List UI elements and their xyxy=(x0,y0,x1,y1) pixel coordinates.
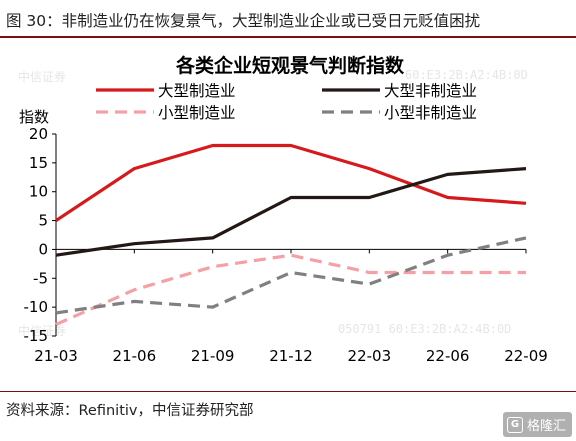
y-tick-label: -10 xyxy=(24,298,49,316)
figure-header: 图 30：非制造业仍在恢复景气，大型制造业企业或已受日元贬值困扰 xyxy=(0,0,576,38)
chart-axes: -15 -10 -5 0 5 10 15 20 21-03 21-06 21-09 21-12 22-0… xyxy=(24,125,548,365)
watermark-top-right: 60:E3:2B:A2:4B:0D xyxy=(405,68,528,82)
x-tick-label: 22-06 xyxy=(426,347,470,365)
y-tick-label: 20 xyxy=(29,125,48,143)
x-tick-label: 21-09 xyxy=(191,347,235,365)
figure-caption: 图 30：非制造业仍在恢复景气，大型制造业企业或已受日元贬值困扰 xyxy=(6,12,481,30)
x-tick-label: 21-12 xyxy=(269,347,313,365)
source-note: 资料来源：Refinitiv，中信证券研究部 xyxy=(6,403,254,419)
watermark-top-left: 中信证券 xyxy=(18,70,67,84)
y-tick-label: 5 xyxy=(38,212,48,230)
watermark-bottom-left: 中信证券 xyxy=(18,324,67,338)
series-line-3 xyxy=(55,253,526,326)
y-tick-label: -15 xyxy=(24,327,49,345)
y-axis-label: 指数 xyxy=(19,108,49,126)
series-line-4 xyxy=(55,236,527,315)
y-tick-label: 15 xyxy=(29,154,48,172)
series-line-1 xyxy=(55,143,527,222)
y-tick-label: 0 xyxy=(38,240,48,258)
x-tick-label: 21-03 xyxy=(34,347,78,365)
legend-label-2: 大型非制造业 xyxy=(384,82,477,100)
x-tick-label: 21-06 xyxy=(113,347,157,365)
legend-label-1: 大型制造业 xyxy=(158,82,236,100)
badge-text: 格隆汇 xyxy=(526,419,566,434)
badge-logo-icon: G xyxy=(506,416,523,433)
watermark-bottom-right: 050791 60:E3:2B:A2:4B:0D xyxy=(338,322,512,336)
legend-label-3: 小型制造业 xyxy=(158,104,236,122)
y-tick-label: 10 xyxy=(29,183,48,201)
series-line-2 xyxy=(55,167,527,257)
x-tick-label: 22-09 xyxy=(504,347,548,365)
bottom-divider xyxy=(0,391,576,392)
chart-series xyxy=(55,143,527,326)
chart-title: 各类企业短观景气判断指数 xyxy=(175,54,405,77)
watermark-badge: G 格隆汇 xyxy=(502,412,572,437)
legend-label-4: 小型非制造业 xyxy=(384,104,477,122)
y-tick-label: -5 xyxy=(33,269,48,287)
x-tick-label: 22-03 xyxy=(348,347,392,365)
